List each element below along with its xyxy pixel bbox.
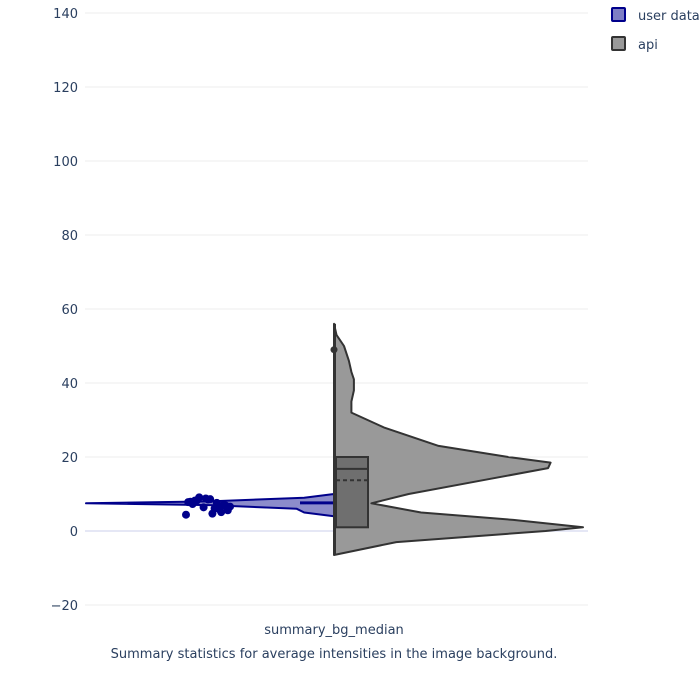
y-tick-label: −20 [51, 599, 78, 614]
data-point-user-data[interactable] [226, 502, 234, 511]
data-point-user-data[interactable] [215, 505, 223, 514]
x-tick-label: summary_bg_median [264, 623, 404, 638]
outlier-point-api[interactable] [330, 346, 338, 354]
chart-caption: Summary statistics for average intensiti… [111, 647, 558, 662]
y-tick-label: 40 [61, 377, 78, 392]
y-tick-label: 20 [61, 451, 78, 466]
legend[interactable]: user data api [611, 7, 700, 53]
y-axis: −20 0 20 40 60 80 100 120 140 [51, 7, 78, 614]
box-user-data[interactable] [300, 501, 334, 505]
x-axis: summary_bg_median [264, 623, 404, 638]
legend-label[interactable]: user data [638, 9, 700, 24]
y-tick-label: 120 [53, 81, 78, 96]
violin-api[interactable] [333, 322, 584, 557]
legend-swatch[interactable] [611, 36, 626, 51]
legend-swatch[interactable] [611, 7, 626, 22]
y-tick-label: 80 [61, 229, 78, 244]
y-tick-label: 140 [53, 7, 78, 22]
box-api[interactable] [335, 456, 369, 529]
y-tick-label: 0 [70, 525, 78, 540]
violin-user-data[interactable] [85, 493, 335, 518]
y-tick-label: 60 [61, 303, 78, 318]
y-tick-label: 100 [53, 155, 78, 170]
legend-label[interactable]: api [638, 38, 658, 53]
data-point-user-data[interactable] [199, 503, 208, 512]
data-point-user-data[interactable] [182, 510, 190, 519]
data-point-user-data[interactable] [208, 509, 217, 518]
data-point-user-data[interactable] [193, 496, 201, 505]
data-point-user-data[interactable] [204, 495, 212, 504]
violin-layer [85, 322, 584, 557]
data-point-user-data[interactable] [184, 498, 193, 507]
